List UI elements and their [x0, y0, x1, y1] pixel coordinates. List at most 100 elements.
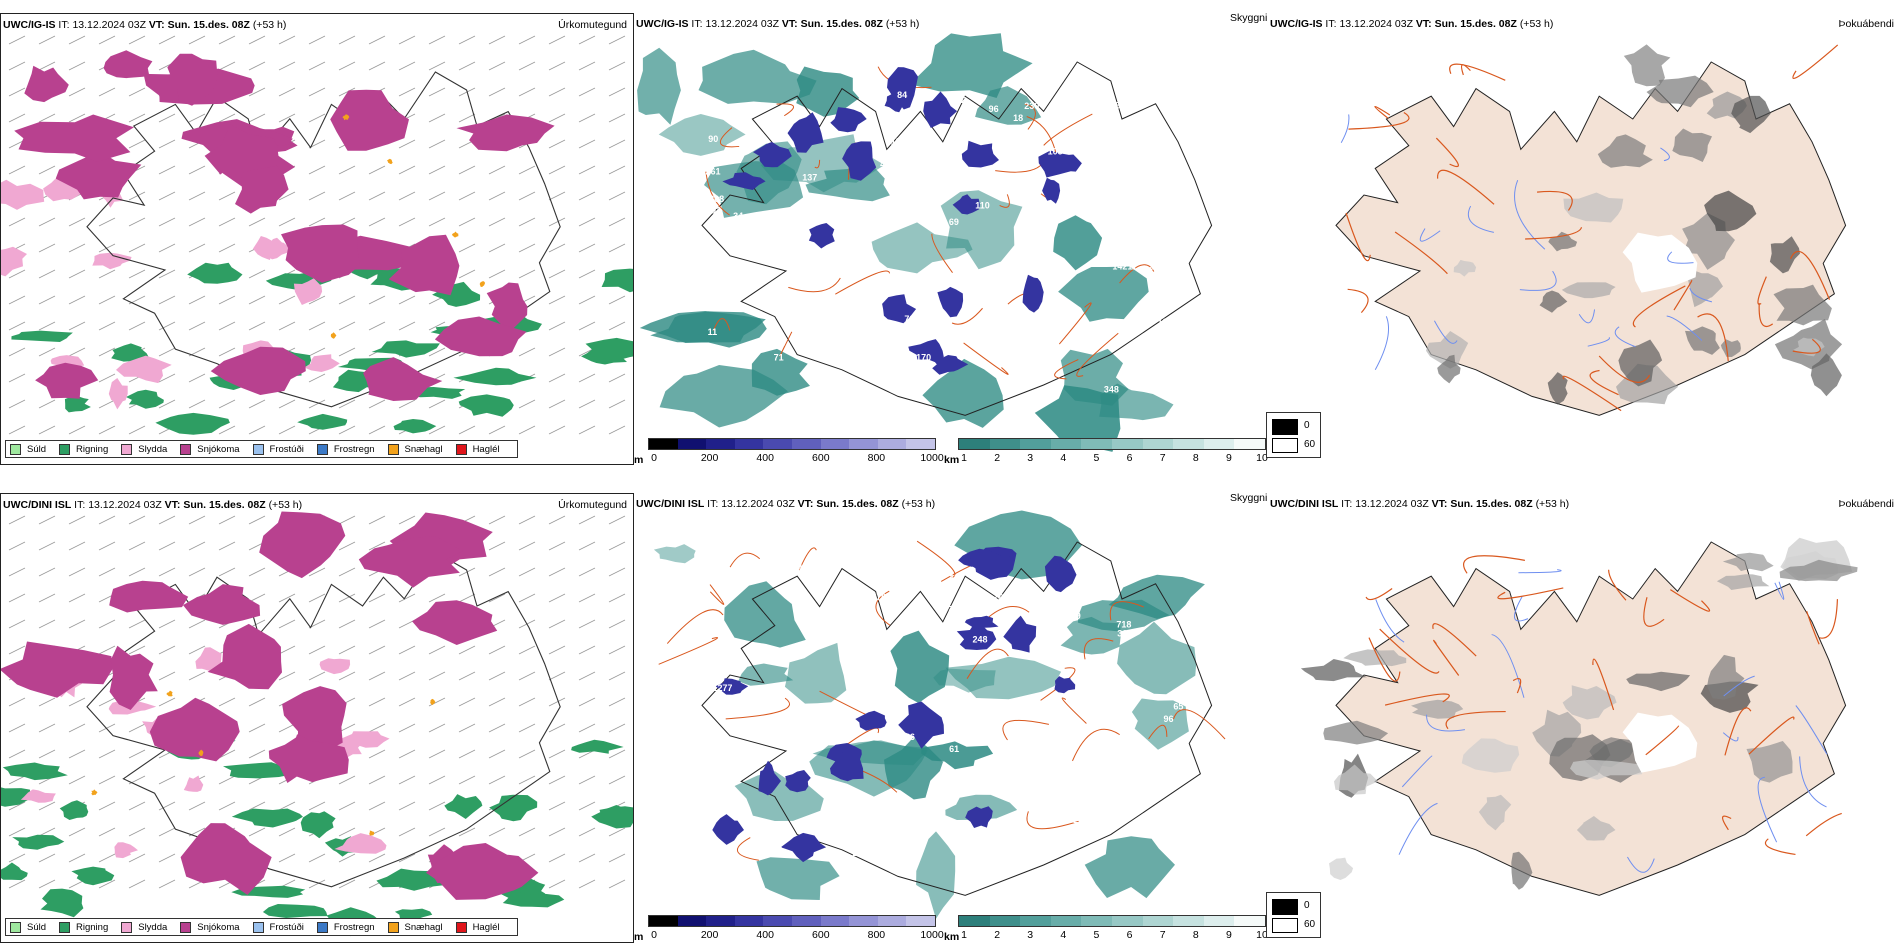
wind-barb: [548, 723, 566, 733]
wind-barb: [608, 295, 626, 305]
wind-barb: [458, 61, 476, 71]
wind-barb: [368, 645, 386, 655]
wind-barb: [188, 243, 206, 253]
fog-shade: [1539, 290, 1568, 313]
road: [1589, 369, 1619, 396]
wind-barb: [368, 853, 386, 863]
wind-barb: [158, 515, 176, 525]
snow-depth-area: [830, 107, 867, 133]
road: [1632, 285, 1686, 328]
wind-barb: [308, 191, 326, 201]
snow-pellets: [166, 690, 173, 697]
wind-barb: [338, 347, 356, 357]
wind-barb: [188, 321, 206, 331]
wind-barb: [278, 853, 296, 863]
road: [1345, 212, 1371, 262]
snow-depth-label: 39: [938, 319, 948, 329]
wind-barb: [128, 827, 146, 837]
wind-barb: [488, 269, 506, 279]
river: [1774, 581, 1785, 600]
precip-type-legend: Súld Rigning Slydda Snjókoma Frostúði Frostre…: [5, 918, 518, 936]
legend-item: Súld: [10, 443, 46, 455]
wind-barb: [518, 165, 536, 175]
precip-type-panel-1: UWC/IG-IS IT: 13.12.2024 03Z VT: Sun. 15…: [0, 13, 634, 465]
wind-barb: [578, 567, 596, 577]
wind-barb: [248, 399, 266, 409]
wind-barb: [38, 295, 56, 305]
wind-barb: [578, 113, 596, 123]
legend-item: Snæhagl: [387, 921, 443, 933]
wind-barb: [338, 645, 356, 655]
wind-barb: [128, 243, 146, 253]
wind-barb: [368, 671, 386, 681]
snow-depth-label: 11: [708, 327, 718, 337]
road: [1449, 63, 1506, 81]
road: [729, 552, 761, 568]
snow-depth-label: 92: [711, 206, 721, 216]
colorbar-tick: 200: [700, 929, 719, 941]
wind-barb: [518, 87, 536, 97]
sleet-area: [1, 179, 45, 210]
wind-barb: [158, 217, 176, 227]
road: [916, 540, 956, 579]
wind-barb: [338, 61, 356, 71]
snow-depth-label: 887: [1022, 205, 1037, 215]
snow-depth-label: 97: [967, 593, 977, 603]
wind-barb: [548, 399, 566, 409]
fog-shade: [1672, 128, 1712, 162]
road: [1348, 112, 1410, 130]
wind-barb: [188, 567, 206, 577]
legend-label: Haglél: [472, 921, 500, 933]
wind-barb: [428, 425, 446, 435]
snow-depth-label: 105: [1048, 147, 1063, 157]
snow-depth-area: [1022, 274, 1044, 313]
legend-item: Frostúði: [252, 921, 304, 933]
wind-barb: [218, 347, 236, 357]
iceland-coastline: [701, 61, 1213, 416]
wind-barb: [338, 165, 356, 175]
low-visibility-area: [637, 47, 681, 125]
low-visibility-area: [751, 348, 810, 396]
wind-barb: [188, 165, 206, 175]
snow-depth-label: 455: [972, 300, 987, 310]
fog-shade: [1716, 574, 1770, 590]
wind-barb: [458, 243, 476, 253]
wind-barb: [338, 191, 356, 201]
road: [1673, 280, 1693, 311]
fog-shade: [1704, 190, 1757, 232]
road: [658, 637, 718, 665]
wind-barb: [158, 191, 176, 201]
sleet-area: [304, 354, 340, 372]
colorbar-unit: m: [634, 931, 644, 943]
wind-barb: [608, 723, 626, 733]
fog-shade: [1343, 649, 1407, 667]
wind-barb: [368, 295, 386, 305]
low-visibility-area: [756, 857, 840, 900]
wind-barb: [398, 697, 416, 707]
wind-barb: [548, 671, 566, 681]
low-visibility-area: [975, 86, 1042, 125]
snow-depth-area: [758, 760, 781, 796]
snow-depth-label: 70: [904, 314, 914, 324]
colorbar-segment: [1234, 916, 1265, 926]
wind-barb: [398, 165, 416, 175]
snow-pellets: [479, 281, 486, 287]
wind-barb: [68, 567, 86, 577]
snow-depth-label: 179: [1037, 229, 1052, 239]
snow-area: [486, 282, 528, 333]
road: [1537, 190, 1573, 211]
road: [1076, 332, 1119, 377]
snow-depth-label: 81: [1147, 235, 1157, 245]
snow-depth-label: 59: [1000, 776, 1010, 786]
legend-swatch: [121, 443, 133, 455]
road: [1462, 555, 1526, 574]
wind-barb: [608, 87, 626, 97]
wind-barb: [518, 645, 536, 655]
wind-barb: [428, 139, 446, 149]
snow-area: [281, 224, 361, 283]
road: [1054, 359, 1079, 380]
wind-barb: [98, 723, 116, 733]
wind-barb: [338, 671, 356, 681]
wind-barb: [8, 165, 26, 175]
colorbar-tick: 2: [994, 929, 1001, 941]
